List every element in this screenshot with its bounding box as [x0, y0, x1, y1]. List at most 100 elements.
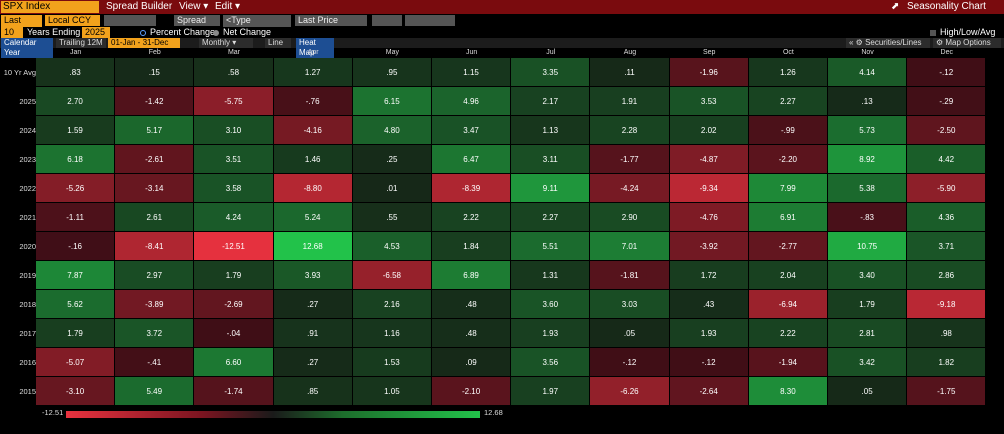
heat-map-cell[interactable]: 6.15: [352, 87, 432, 116]
heat-map-cell[interactable]: 7.99: [748, 174, 828, 203]
heat-map-cell[interactable]: 1.59: [36, 116, 116, 145]
heat-map-cell[interactable]: 3.40: [828, 261, 908, 290]
heat-map-cell[interactable]: 3.35: [511, 58, 591, 87]
heat-map-cell[interactable]: 1.05: [352, 377, 432, 406]
heat-map-cell[interactable]: 3.56: [511, 348, 591, 377]
heat-map-cell[interactable]: .48: [432, 290, 512, 319]
heat-map-cell[interactable]: 3.60: [511, 290, 591, 319]
heat-map-cell[interactable]: -2.64: [669, 377, 749, 406]
heat-map-cell[interactable]: 4.14: [828, 58, 908, 87]
heat-map-cell[interactable]: 2.04: [748, 261, 828, 290]
heat-map-cell[interactable]: 1.46: [273, 145, 353, 174]
tab-calendar-year[interactable]: Calendar Year: [1, 38, 53, 58]
heat-map-cell[interactable]: .09: [432, 348, 512, 377]
heat-map-cell[interactable]: -5.90: [907, 174, 987, 203]
heat-map-cell[interactable]: 5.62: [36, 290, 116, 319]
heat-map-cell[interactable]: 1.31: [511, 261, 591, 290]
heat-map-cell[interactable]: 1.79: [194, 261, 274, 290]
heat-map-cell[interactable]: 4.96: [432, 87, 512, 116]
tab-line[interactable]: Line: [265, 38, 291, 48]
heat-map-cell[interactable]: -3.92: [669, 232, 749, 261]
heat-map-cell[interactable]: 2.86: [907, 261, 987, 290]
heat-map-cell[interactable]: 3.51: [194, 145, 274, 174]
heat-map-cell[interactable]: -.12: [907, 58, 987, 87]
heat-map-cell[interactable]: -1.74: [194, 377, 274, 406]
heat-map-cell[interactable]: 2.90: [590, 203, 670, 232]
heat-map-cell[interactable]: 5.73: [828, 116, 908, 145]
heat-map-cell[interactable]: 1.72: [669, 261, 749, 290]
heat-map-cell[interactable]: 3.42: [828, 348, 908, 377]
securities-lines-button[interactable]: « ⚙ Securities/Lines: [846, 38, 930, 48]
heat-map-cell[interactable]: 2.70: [36, 87, 116, 116]
heat-map-cell[interactable]: 4.80: [352, 116, 432, 145]
heat-map-cell[interactable]: 2.22: [748, 319, 828, 348]
heat-map-cell[interactable]: -2.69: [194, 290, 274, 319]
heat-map-cell[interactable]: 1.93: [511, 319, 591, 348]
heat-map-cell[interactable]: -1.96: [669, 58, 749, 87]
heat-map-cell[interactable]: -1.42: [115, 87, 195, 116]
heat-map-cell[interactable]: .11: [590, 58, 670, 87]
heat-map-cell[interactable]: .05: [590, 319, 670, 348]
heat-map-cell[interactable]: 2.61: [115, 203, 195, 232]
heat-map-cell[interactable]: .27: [273, 290, 353, 319]
heat-map-cell[interactable]: 10.75: [828, 232, 908, 261]
heat-map-cell[interactable]: 4.53: [352, 232, 432, 261]
heat-map-cell[interactable]: 1.79: [828, 290, 908, 319]
heat-map-cell[interactable]: -8.39: [432, 174, 512, 203]
heat-map-cell[interactable]: 8.30: [748, 377, 828, 406]
heat-map-cell[interactable]: 8.92: [828, 145, 908, 174]
heat-map-cell[interactable]: 12.68: [273, 232, 353, 261]
heat-map-cell[interactable]: 2.17: [511, 87, 591, 116]
heat-map-cell[interactable]: -.83: [828, 203, 908, 232]
view-menu[interactable]: View ▾: [179, 1, 209, 12]
heat-map-cell[interactable]: -12.51: [194, 232, 274, 261]
heat-map-cell[interactable]: 2.22: [432, 203, 512, 232]
date-range-input[interactable]: 01-Jan - 31-Dec: [108, 38, 180, 48]
heat-map-cell[interactable]: .27: [273, 348, 353, 377]
heat-map-cell[interactable]: -1.81: [590, 261, 670, 290]
heat-map-cell[interactable]: 1.53: [352, 348, 432, 377]
periodicity-select[interactable]: Monthly ▾: [199, 38, 253, 48]
heat-map-cell[interactable]: 1.84: [432, 232, 512, 261]
heat-map-cell[interactable]: .83: [36, 58, 116, 87]
price-field-select-2[interactable]: Last Price: [295, 15, 367, 26]
heat-map-cell[interactable]: 7.87: [36, 261, 116, 290]
heat-map-cell[interactable]: 6.91: [748, 203, 828, 232]
heat-map-cell[interactable]: 6.60: [194, 348, 274, 377]
heat-map-cell[interactable]: .55: [352, 203, 432, 232]
heat-map-cell[interactable]: -.29: [907, 87, 987, 116]
heat-map-cell[interactable]: .95: [352, 58, 432, 87]
heat-map-cell[interactable]: -1.11: [36, 203, 116, 232]
heat-map-cell[interactable]: 5.24: [273, 203, 353, 232]
heat-map-cell[interactable]: -2.50: [907, 116, 987, 145]
heat-map-cell[interactable]: -8.80: [273, 174, 353, 203]
tab-trailing-12m[interactable]: Trailing 12M: [56, 38, 106, 48]
high-low-avg-checkbox[interactable]: [930, 30, 936, 36]
heat-map-cell[interactable]: 3.93: [273, 261, 353, 290]
heat-map-cell[interactable]: 2.02: [669, 116, 749, 145]
spread-builder-menu[interactable]: Spread Builder: [106, 1, 173, 12]
heat-map-cell[interactable]: -.41: [115, 348, 195, 377]
heat-map-cell[interactable]: 3.11: [511, 145, 591, 174]
year-end-input[interactable]: 2025: [82, 27, 110, 38]
empty-field-1[interactable]: [104, 15, 156, 26]
heat-map-cell[interactable]: 1.27: [273, 58, 353, 87]
heat-map-cell[interactable]: -.99: [748, 116, 828, 145]
heat-map-cell[interactable]: 3.47: [432, 116, 512, 145]
heat-map-cell[interactable]: .01: [352, 174, 432, 203]
heat-map-cell[interactable]: .48: [432, 319, 512, 348]
spread-select[interactable]: Spread: [174, 15, 220, 26]
heat-map-cell[interactable]: 1.91: [590, 87, 670, 116]
heat-map-cell[interactable]: -2.20: [748, 145, 828, 174]
heat-map-cell[interactable]: 6.18: [36, 145, 116, 174]
heat-map-cell[interactable]: 1.97: [511, 377, 591, 406]
heat-map-cell[interactable]: .91: [273, 319, 353, 348]
heat-map-cell[interactable]: 5.38: [828, 174, 908, 203]
heat-map-cell[interactable]: 3.58: [194, 174, 274, 203]
heat-map-cell[interactable]: 1.93: [669, 319, 749, 348]
heat-map-cell[interactable]: -4.16: [273, 116, 353, 145]
export-icon[interactable]: ⬈: [891, 1, 900, 12]
heat-map-cell[interactable]: 7.01: [590, 232, 670, 261]
heat-map-cell[interactable]: .25: [352, 145, 432, 174]
heat-map-cell[interactable]: 6.89: [432, 261, 512, 290]
